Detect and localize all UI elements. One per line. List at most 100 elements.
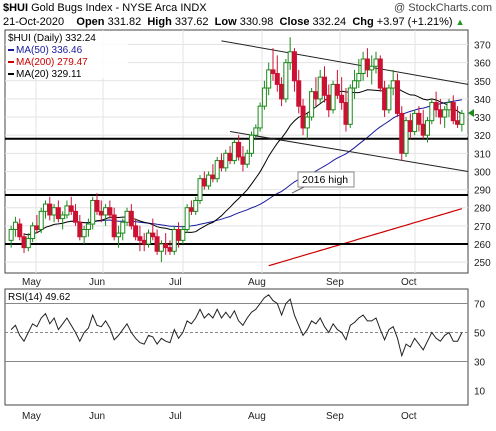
candle-body: [167, 247, 173, 252]
candle-body: [103, 207, 109, 216]
index-name: Gold Bugs Index - NYSE Arca: [31, 2, 178, 14]
price-x-tick-label: May: [22, 277, 41, 288]
candle-body: [261, 87, 267, 107]
price-y-tick-label: 300: [474, 167, 491, 178]
candle-body: [98, 210, 104, 216]
candle-body: [270, 69, 276, 75]
price-x-tick-label: Sep: [326, 277, 344, 288]
candle-body: [425, 120, 431, 136]
rsi-y-tick-label: 50: [474, 329, 486, 340]
candle-body: [30, 225, 36, 240]
candle-body: [326, 94, 332, 111]
close-value: 332.24: [312, 16, 347, 28]
candle-body: [399, 112, 405, 154]
candle-body: [201, 178, 207, 187]
candle-body: [390, 80, 396, 89]
candle-body: [343, 102, 349, 125]
annotation-pointer: [291, 186, 305, 194]
candle-body: [163, 243, 169, 249]
rsi-panel-title: RSI(14) 49.62: [8, 292, 71, 303]
candle-body: [81, 228, 87, 238]
candle-body: [8, 228, 14, 241]
candle-body: [296, 80, 302, 107]
candle-body: [171, 228, 177, 252]
candle-body: [450, 102, 456, 122]
rsi-title-background: [6, 290, 84, 302]
candle-body: [206, 174, 212, 187]
price-y-tick-label: 360: [474, 59, 491, 70]
candle-body: [266, 69, 272, 89]
close-label: Close: [279, 16, 310, 28]
price-y-tick-label: 270: [474, 222, 491, 233]
candle-body: [309, 91, 315, 118]
candle-body: [330, 83, 336, 111]
candle-body: [317, 76, 323, 100]
legend-background: [6, 31, 128, 78]
candle-body: [442, 109, 448, 118]
candle-body: [382, 87, 388, 111]
candle-body: [218, 160, 224, 169]
candle-body: [313, 91, 319, 100]
quote-line: 21-Oct-2020 Open 331.82 High 337.62 Low …: [3, 16, 465, 29]
legend-entry: MA(200) 279.47: [16, 57, 88, 68]
price-y-tick-label: 260: [474, 240, 491, 251]
candle-body: [158, 243, 164, 252]
candle-body: [339, 94, 345, 104]
candle-body: [154, 236, 160, 252]
candle-body: [137, 236, 143, 241]
high-value: 337.62: [174, 16, 209, 28]
candle-body: [188, 207, 194, 212]
candle-body: [184, 207, 190, 230]
candle-body: [459, 112, 465, 125]
up-arrow-icon: ▲: [455, 17, 465, 27]
candle-body: [120, 221, 126, 234]
annotation-box: [297, 171, 355, 188]
candle-body: [321, 76, 327, 96]
ma50-line: [71, 99, 462, 228]
candle-body: [150, 232, 156, 238]
candle-body: [146, 232, 152, 245]
candle-body: [287, 51, 293, 64]
candle-body: [25, 238, 31, 249]
legend-entry: MA(20) 329.11: [16, 69, 82, 80]
candle-body: [412, 112, 418, 133]
watermark: @ StockCharts.com: [394, 2, 492, 14]
candle-body: [51, 207, 57, 216]
candle-body: [236, 141, 242, 158]
rsi-x-tick-label: Jun: [89, 411, 105, 422]
candle-body: [373, 58, 379, 67]
price-y-tick-label: 320: [474, 131, 491, 142]
candle-body: [17, 223, 23, 238]
candle-body: [90, 199, 96, 225]
price-y-tick-label: 290: [474, 186, 491, 197]
candle-body: [274, 73, 280, 85]
low-value: 330.98: [239, 16, 274, 28]
candle-body: [257, 105, 263, 129]
chg-value: +3.97 (+1.21%): [376, 16, 453, 28]
candle-body: [455, 120, 461, 125]
candle-body: [429, 102, 435, 122]
candle-body: [107, 207, 113, 216]
price-x-tick-label: Jun: [89, 277, 105, 288]
rsi-y-tick-label: 30: [474, 358, 486, 369]
candle-body: [42, 203, 48, 212]
candle-body: [85, 223, 91, 230]
price-y-tick-label: 310: [474, 149, 491, 160]
candle-body: [300, 105, 306, 129]
rsi-x-tick-label: Aug: [248, 411, 266, 422]
price-x-tick-label: Oct: [401, 277, 417, 288]
low-label: Low: [214, 16, 237, 28]
symbol: $HUI: [3, 2, 29, 14]
price-y-tick-label: 280: [474, 204, 491, 215]
candle-body: [133, 225, 139, 238]
candle-body: [193, 199, 199, 212]
candle-body: [283, 62, 289, 100]
candle-body: [124, 210, 130, 223]
price-y-tick-label: 350: [474, 77, 491, 88]
candle-body: [304, 116, 310, 129]
candle-body: [240, 156, 246, 165]
candle-body: [176, 228, 182, 241]
candle-body: [214, 160, 220, 180]
candle-body: [38, 210, 44, 230]
chart-title-line: $HUI Gold Bugs Index - NYSE Arca INDX: [3, 2, 207, 15]
